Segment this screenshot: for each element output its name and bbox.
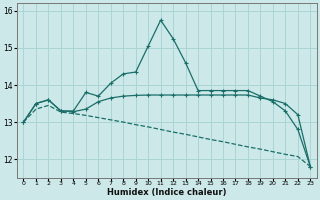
X-axis label: Humidex (Indice chaleur): Humidex (Indice chaleur): [107, 188, 227, 197]
